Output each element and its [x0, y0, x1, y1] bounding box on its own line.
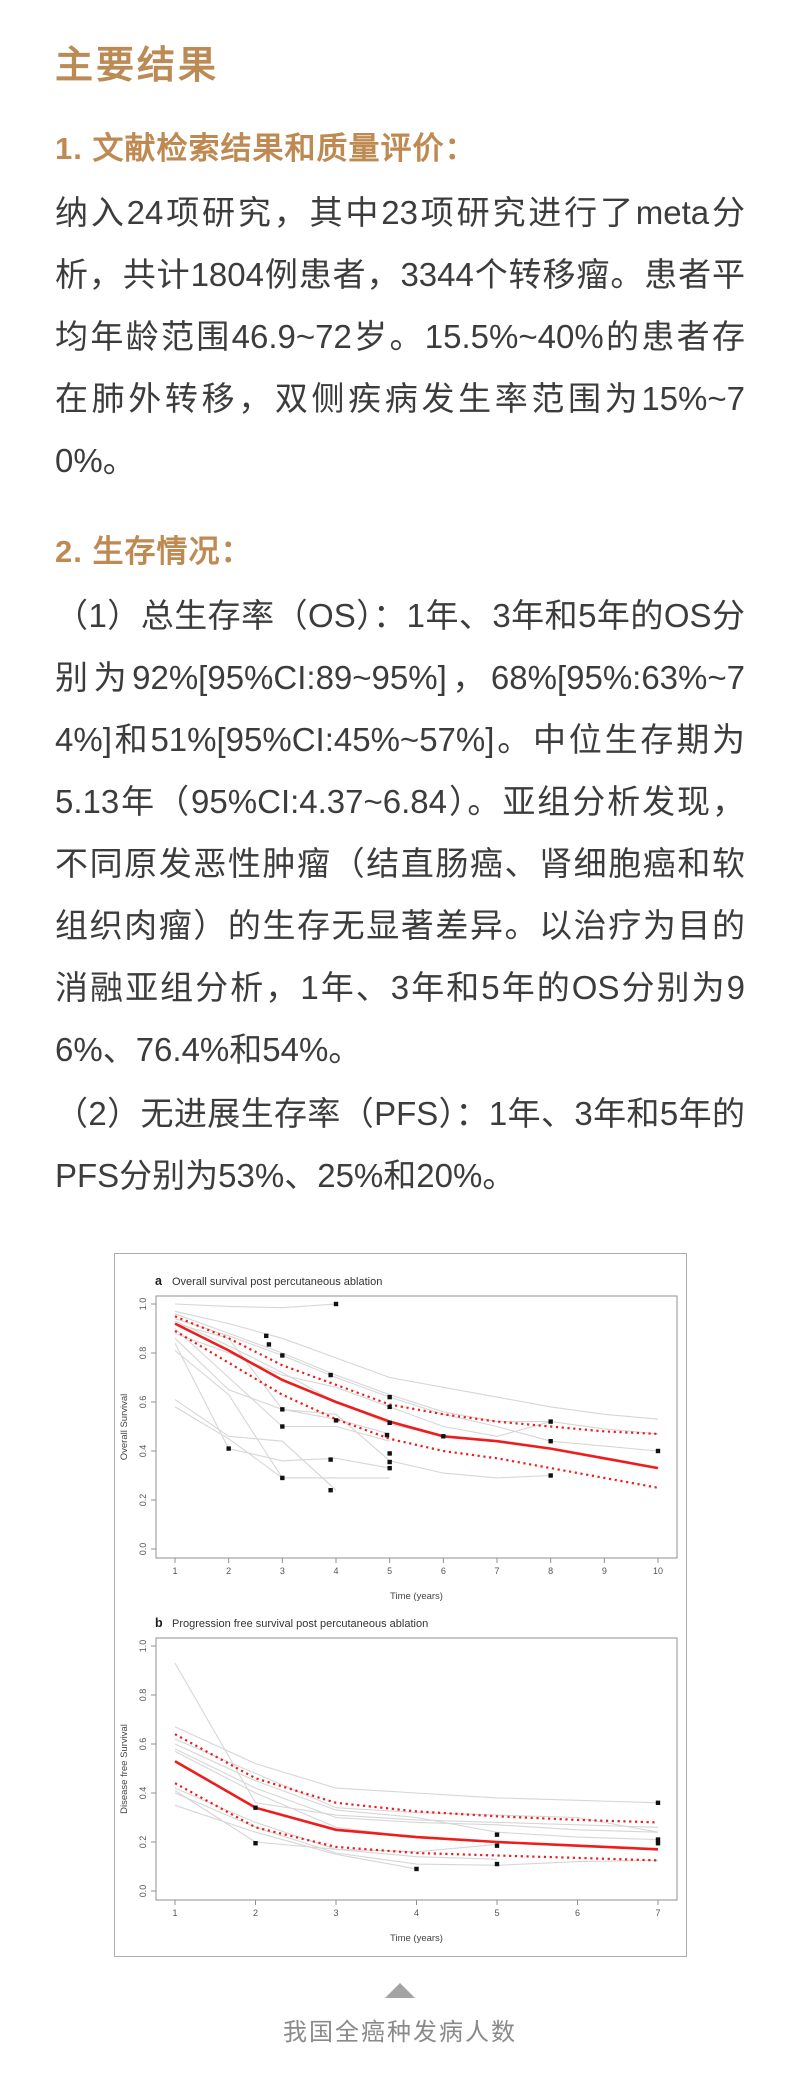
svg-text:2: 2: [252, 1908, 257, 1918]
svg-text:4: 4: [413, 1908, 418, 1918]
svg-text:5: 5: [387, 1566, 392, 1576]
svg-text:Overall Survival: Overall Survival: [119, 1394, 130, 1461]
svg-text:b: b: [155, 1616, 163, 1630]
overall-survival-chart: 1 2 3 4 5 6 7 8 9 10 0.0 0.2 0.4 0.6 0.8 1.0 a Overall su…: [119, 1274, 677, 1602]
svg-text:Progression free survival post: Progression free survival post percutane…: [172, 1618, 428, 1630]
svg-text:4: 4: [333, 1566, 338, 1576]
svg-text:0.6: 0.6: [138, 1396, 148, 1409]
svg-text:3: 3: [279, 1566, 284, 1576]
svg-text:Disease free Survival: Disease free Survival: [119, 1724, 130, 1814]
svg-text:Overall survival post percutan: Overall survival post percutaneous ablat…: [172, 1276, 382, 1288]
svg-text:2: 2: [226, 1566, 231, 1576]
svg-text:0.2: 0.2: [138, 1494, 148, 1507]
svg-text:0.2: 0.2: [138, 1836, 148, 1849]
svg-text:1: 1: [172, 1566, 177, 1576]
figure-nav-caption: 我国全癌种发病人数: [283, 2019, 517, 2046]
svg-text:8: 8: [548, 1566, 553, 1576]
progression-free-survival-chart: 1 2 3 4 5 6 7 0.0 0.2 0.4 0.6 0.8 1.0 b Progression fr…: [119, 1616, 677, 1944]
section-1-paragraph: 纳入24项研究，其中23项研究进行了meta分析，共计1804例患者，3344个…: [55, 194, 745, 479]
section-2-heading: 2. 生存情况：: [55, 534, 253, 569]
section-1-heading: 1. 文献检索结果和质量评价：: [55, 131, 477, 166]
svg-text:0.4: 0.4: [138, 1787, 148, 1800]
svg-text:0.8: 0.8: [138, 1347, 148, 1360]
figure-nav: [55, 1983, 745, 1998]
svg-text:Time (years): Time (years): [390, 1591, 443, 1602]
svg-text:1: 1: [172, 1908, 177, 1918]
pfs-paragraph: （2）无进展生存率（PFS）：1年、3年和5年的PFS分别为53%、25%和20…: [55, 1095, 745, 1194]
svg-text:5: 5: [494, 1908, 499, 1918]
svg-text:0.6: 0.6: [138, 1738, 148, 1751]
svg-text:0.4: 0.4: [138, 1445, 148, 1458]
svg-text:3: 3: [333, 1908, 338, 1918]
triangle-up-icon: [385, 1983, 415, 1998]
svg-text:Time (years): Time (years): [390, 1933, 443, 1944]
svg-text:a: a: [155, 1274, 163, 1288]
svg-text:7: 7: [655, 1908, 660, 1918]
svg-text:0.0: 0.0: [138, 1885, 148, 1898]
svg-text:1.0: 1.0: [138, 1640, 148, 1653]
svg-text:0.8: 0.8: [138, 1689, 148, 1702]
survival-curves-figure[interactable]: 1 2 3 4 5 6 7 8 9 10 0.0 0.2 0.4 0.6 0.8 1.0 a Overall su…: [113, 1253, 687, 1957]
svg-text:0.0: 0.0: [138, 1543, 148, 1556]
svg-text:10: 10: [652, 1566, 662, 1576]
svg-text:9: 9: [601, 1566, 606, 1576]
os-paragraph: （1）总生存率（OS）：1年、3年和5年的OS分别为92%[95%CI:89~9…: [55, 597, 745, 1068]
svg-text:7: 7: [494, 1566, 499, 1576]
svg-text:6: 6: [574, 1908, 579, 1918]
page-title: 主要结果: [55, 45, 220, 87]
svg-text:6: 6: [440, 1566, 445, 1576]
svg-text:1.0: 1.0: [138, 1298, 148, 1311]
